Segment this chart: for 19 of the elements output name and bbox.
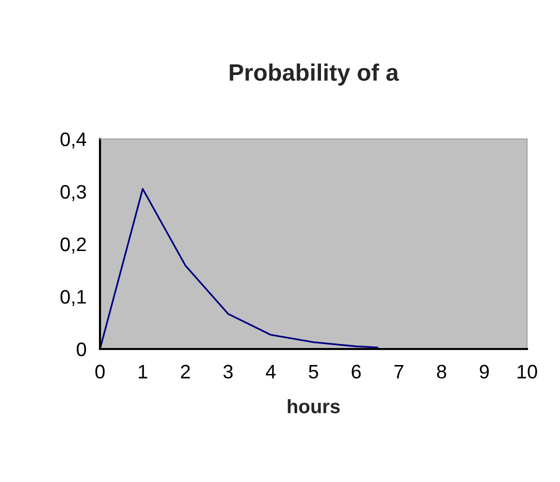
x-tick-label: 10 (518, 364, 538, 379)
x-tick-label: 0 (95, 364, 105, 379)
y-tick-label: 0,4 (60, 132, 86, 149)
x-tick-label: 8 (437, 364, 446, 379)
x-tick-label: 3 (223, 364, 233, 379)
x-tick-label: 7 (394, 364, 404, 378)
y-tick-label: 0 (76, 342, 86, 356)
x-tick-label: 4 (266, 364, 276, 378)
x-axis-title: hours (288, 399, 340, 414)
x-tick-label: 2 (180, 364, 190, 378)
x-tick-label: 1 (138, 364, 148, 378)
chart-title: Probability of a (230, 64, 399, 86)
x-tick-label: 5 (308, 364, 318, 379)
y-tick-label: 0,1 (60, 290, 86, 306)
y-tick-label: 0,3 (60, 184, 86, 202)
x-tick-label: 6 (352, 364, 361, 379)
y-tick-label: 0,2 (60, 237, 86, 254)
x-tick-label: 9 (480, 364, 489, 379)
line-series (100, 188, 378, 349)
